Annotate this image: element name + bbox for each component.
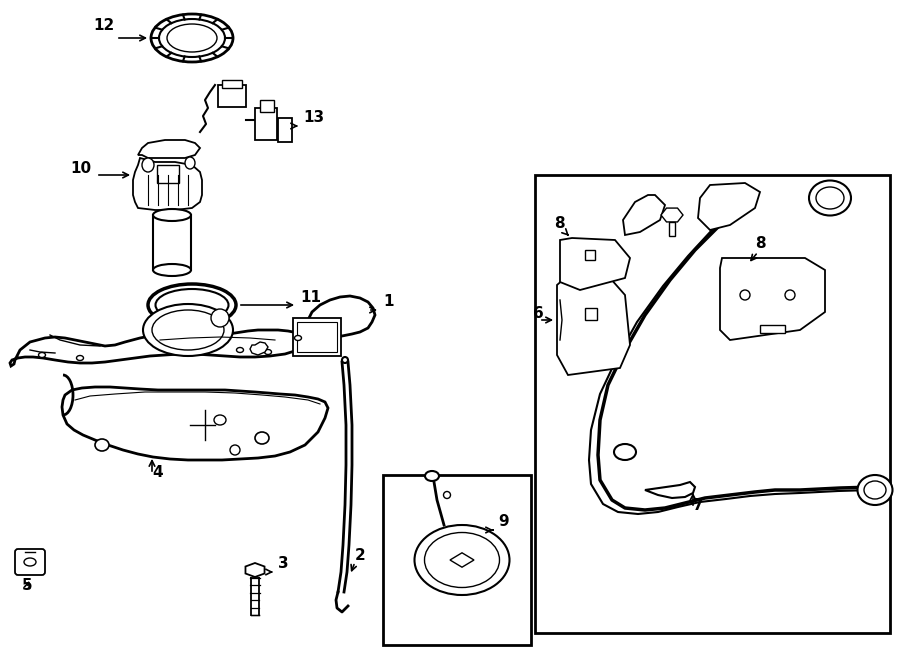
Ellipse shape (816, 187, 844, 209)
Ellipse shape (294, 336, 302, 340)
Polygon shape (720, 258, 825, 340)
Ellipse shape (425, 533, 500, 588)
Text: 12: 12 (93, 18, 114, 33)
Ellipse shape (342, 357, 348, 363)
Polygon shape (62, 387, 328, 460)
Ellipse shape (255, 432, 269, 444)
Bar (218, 85, 246, 107)
Polygon shape (138, 140, 200, 158)
Text: 8: 8 (755, 236, 766, 251)
Bar (760, 325, 785, 333)
Ellipse shape (211, 309, 229, 327)
Ellipse shape (142, 158, 154, 172)
Ellipse shape (809, 180, 851, 215)
Bar (297, 322, 337, 352)
Polygon shape (623, 195, 665, 235)
Ellipse shape (185, 157, 195, 169)
Polygon shape (133, 158, 202, 210)
Ellipse shape (95, 439, 109, 451)
Ellipse shape (151, 14, 233, 62)
Ellipse shape (444, 492, 451, 498)
Polygon shape (450, 553, 474, 567)
Text: 4: 4 (152, 465, 163, 480)
Polygon shape (661, 208, 683, 222)
Ellipse shape (415, 525, 509, 595)
Ellipse shape (214, 415, 226, 425)
Text: 3: 3 (278, 556, 289, 571)
Ellipse shape (858, 475, 893, 505)
Text: 7: 7 (693, 498, 704, 513)
Bar (535, 175, 890, 633)
Ellipse shape (24, 558, 36, 566)
Ellipse shape (39, 352, 46, 358)
FancyBboxPatch shape (15, 549, 45, 575)
Ellipse shape (167, 24, 217, 52)
Ellipse shape (148, 284, 236, 326)
Ellipse shape (152, 310, 224, 350)
Bar (669, 222, 675, 236)
Ellipse shape (614, 444, 636, 460)
Bar (585, 250, 595, 260)
Ellipse shape (864, 481, 886, 499)
Ellipse shape (156, 289, 229, 321)
Bar (260, 100, 274, 112)
Polygon shape (560, 238, 630, 290)
Ellipse shape (425, 471, 439, 481)
Bar (153, 215, 191, 270)
Ellipse shape (143, 304, 233, 356)
Polygon shape (698, 183, 760, 230)
Ellipse shape (237, 348, 244, 352)
Text: 2: 2 (355, 548, 365, 563)
Ellipse shape (230, 445, 240, 455)
Text: 13: 13 (303, 110, 324, 125)
Ellipse shape (740, 290, 750, 300)
Bar (157, 165, 179, 183)
Polygon shape (645, 482, 695, 498)
Text: 6: 6 (533, 306, 544, 321)
Bar (383, 475, 531, 645)
Bar (222, 80, 242, 88)
Ellipse shape (76, 356, 84, 360)
Ellipse shape (159, 19, 225, 57)
Text: 8: 8 (554, 216, 564, 231)
Text: 9: 9 (498, 514, 508, 529)
Bar (585, 308, 597, 320)
Ellipse shape (153, 264, 191, 276)
Ellipse shape (153, 209, 191, 221)
Text: 1: 1 (383, 294, 393, 309)
Ellipse shape (265, 350, 272, 354)
Polygon shape (10, 296, 375, 366)
Polygon shape (557, 278, 630, 375)
Ellipse shape (785, 290, 795, 300)
Bar (278, 118, 292, 142)
Bar (293, 318, 341, 356)
Bar (255, 108, 277, 140)
Polygon shape (250, 342, 268, 355)
Text: 10: 10 (70, 161, 91, 176)
Text: 5: 5 (22, 578, 32, 593)
Polygon shape (246, 563, 265, 577)
Text: 11: 11 (300, 290, 321, 305)
